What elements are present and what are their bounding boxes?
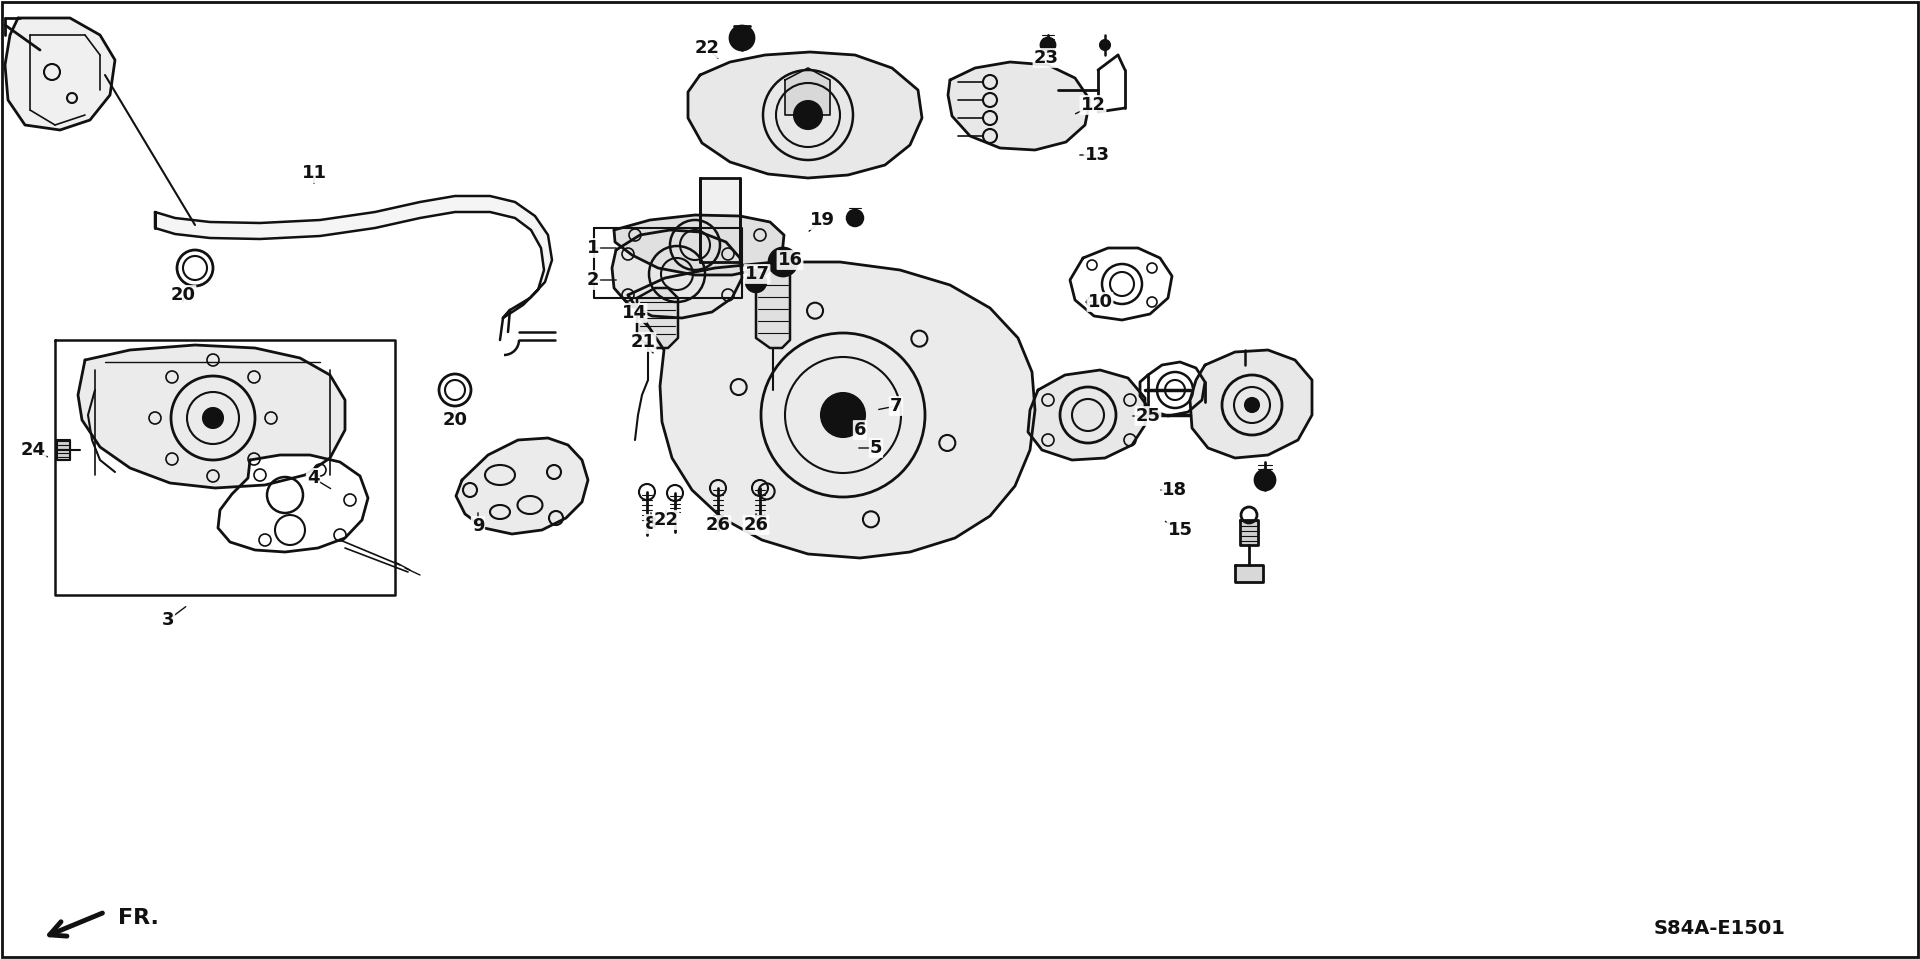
Polygon shape xyxy=(687,52,922,178)
Circle shape xyxy=(770,248,797,276)
Text: 24: 24 xyxy=(21,441,46,459)
Polygon shape xyxy=(79,345,346,488)
Text: 17: 17 xyxy=(745,265,770,283)
Polygon shape xyxy=(6,18,115,130)
Text: 18: 18 xyxy=(1162,481,1188,499)
Text: 19: 19 xyxy=(810,211,835,229)
Text: 8: 8 xyxy=(645,515,657,533)
Polygon shape xyxy=(948,62,1091,150)
Polygon shape xyxy=(1069,248,1171,320)
Polygon shape xyxy=(612,230,741,318)
Text: 5: 5 xyxy=(870,439,883,457)
Polygon shape xyxy=(219,455,369,552)
Circle shape xyxy=(1256,470,1275,490)
Polygon shape xyxy=(614,215,783,275)
Text: 23: 23 xyxy=(1033,49,1058,67)
Polygon shape xyxy=(1027,370,1144,460)
Text: 22: 22 xyxy=(695,39,720,57)
Text: 1: 1 xyxy=(588,239,599,257)
Text: 3: 3 xyxy=(161,611,175,629)
Polygon shape xyxy=(1240,520,1258,545)
Text: 11: 11 xyxy=(301,164,326,182)
Polygon shape xyxy=(785,68,829,115)
Polygon shape xyxy=(1190,350,1311,458)
Circle shape xyxy=(1041,38,1054,52)
Text: 2: 2 xyxy=(588,271,599,289)
Text: 21: 21 xyxy=(630,333,655,351)
Text: 6: 6 xyxy=(854,421,866,439)
Circle shape xyxy=(847,210,862,226)
Text: 26: 26 xyxy=(705,516,730,534)
Polygon shape xyxy=(628,262,1035,558)
Circle shape xyxy=(1244,398,1260,412)
Text: 22: 22 xyxy=(653,511,678,529)
Polygon shape xyxy=(457,438,588,534)
Text: 20: 20 xyxy=(171,286,196,304)
Polygon shape xyxy=(1140,362,1206,416)
Polygon shape xyxy=(58,440,69,460)
Circle shape xyxy=(204,408,223,428)
Polygon shape xyxy=(756,268,789,348)
Circle shape xyxy=(822,393,866,437)
Text: FR.: FR. xyxy=(117,908,159,928)
Text: 12: 12 xyxy=(1081,96,1106,114)
Text: 13: 13 xyxy=(1085,146,1110,164)
Circle shape xyxy=(795,101,822,129)
Text: 25: 25 xyxy=(1135,407,1160,425)
Circle shape xyxy=(730,26,755,50)
Polygon shape xyxy=(1235,565,1263,582)
Polygon shape xyxy=(56,340,396,595)
Circle shape xyxy=(1100,40,1110,50)
Text: 4: 4 xyxy=(307,469,319,487)
Text: 7: 7 xyxy=(889,397,902,415)
Text: 9: 9 xyxy=(472,517,484,535)
Circle shape xyxy=(747,272,766,292)
Polygon shape xyxy=(637,288,678,348)
Polygon shape xyxy=(701,178,739,262)
Polygon shape xyxy=(156,196,553,318)
Text: 16: 16 xyxy=(778,251,803,269)
Text: 10: 10 xyxy=(1087,293,1112,311)
Text: 14: 14 xyxy=(622,304,647,322)
Text: 20: 20 xyxy=(442,411,467,429)
Text: S84A-E1501: S84A-E1501 xyxy=(1653,919,1786,938)
Text: 26: 26 xyxy=(743,516,768,534)
Text: 15: 15 xyxy=(1167,521,1192,539)
